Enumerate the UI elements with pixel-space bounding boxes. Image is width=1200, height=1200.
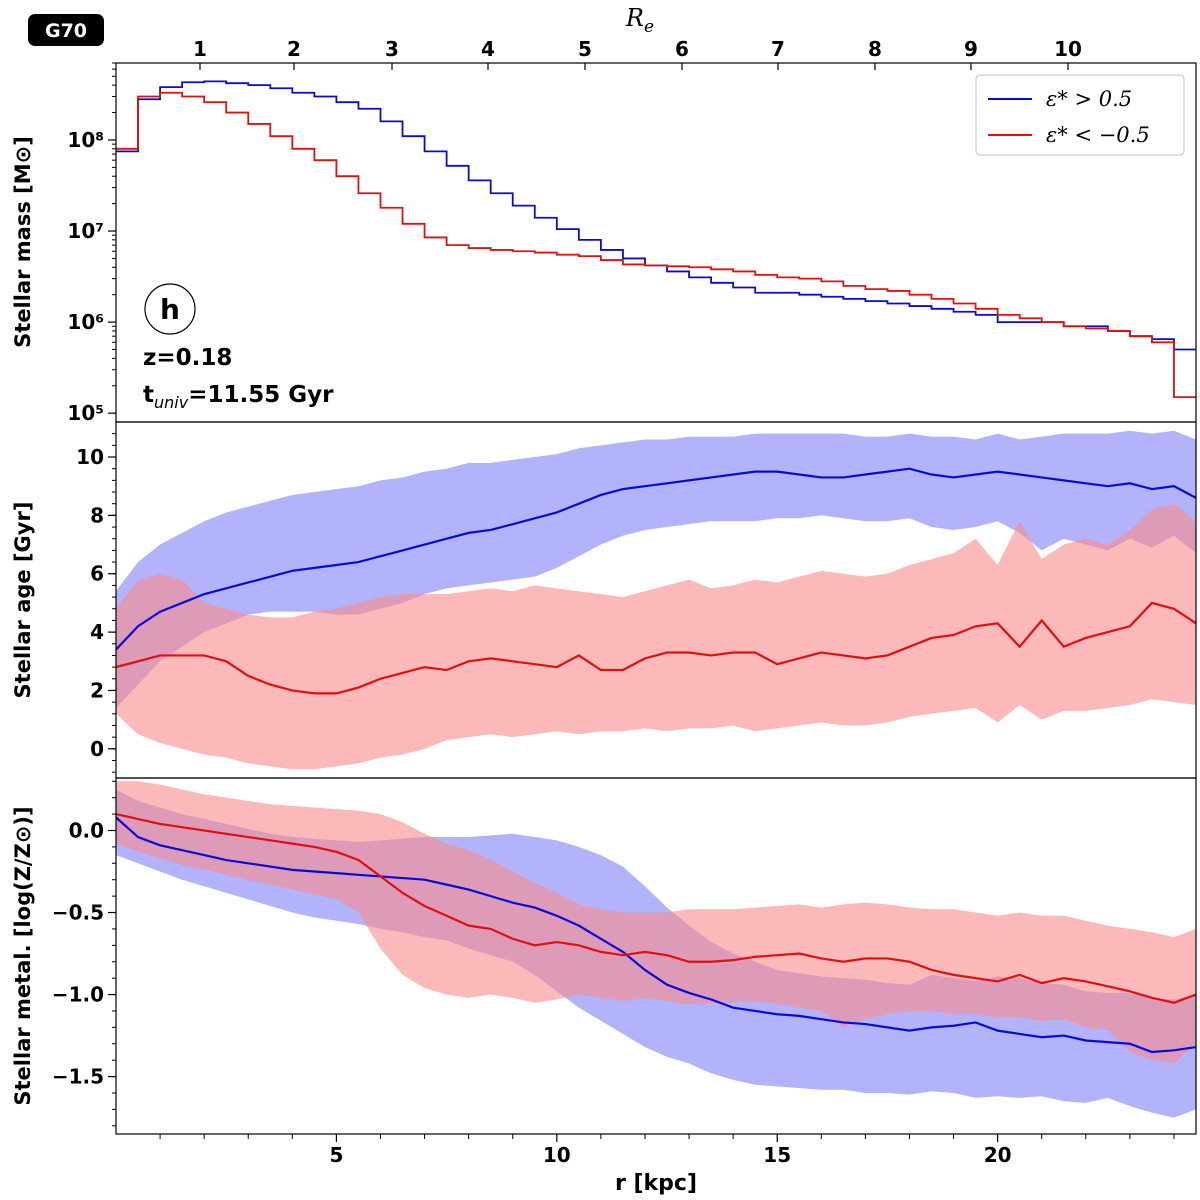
top-tick-label: 4	[481, 37, 495, 61]
x-tick-label: 15	[763, 1143, 791, 1167]
top-axis-label: Re	[625, 4, 654, 37]
metallicity-line-blue	[115, 816, 1197, 1054]
x-tick-label: 20	[984, 1143, 1012, 1167]
mass-ytick-label: 10⁶	[67, 310, 104, 334]
redshift-label: z=0.18	[143, 345, 232, 371]
legend: ε* > 0.5 ε* < −0.5	[975, 74, 1185, 156]
top-tick-label: 10	[1054, 37, 1082, 61]
age-ytick-label: 4	[90, 620, 104, 644]
age-ylabel: Stellar age [Gyr]	[11, 502, 35, 699]
galaxy-badge-label: G70	[45, 20, 87, 42]
top-tick-label: 3	[385, 37, 399, 61]
mass-axis-ticks: 10⁵ 10⁶ 10⁷ 10⁸	[67, 62, 116, 425]
top-tick-label: 8	[868, 37, 882, 61]
age-line-red	[115, 601, 1197, 695]
panel-letter: h	[160, 293, 180, 326]
mass-ytick-label: 10⁷	[67, 219, 104, 243]
age-band-red	[116, 503, 1196, 770]
mass-ylabel: Stellar mass [M⊙]	[11, 136, 35, 348]
age-axis-ticks: 0 2 4 6 8 10	[76, 433, 116, 773]
top-tick-label: 6	[675, 37, 689, 61]
metallicity-line-red	[115, 813, 1197, 1004]
mass-line-red	[116, 91, 1196, 399]
galaxy-badge-bg	[28, 14, 104, 46]
age-band-blue	[116, 430, 1196, 708]
x-tick-label: 5	[329, 1143, 343, 1167]
top-tick-label: 7	[771, 37, 785, 61]
top-tick-label: 5	[578, 37, 592, 61]
top-tick-label: 2	[287, 37, 301, 61]
age-ytick-label: 6	[90, 562, 104, 586]
galaxy-badge: G70	[28, 14, 104, 46]
age-line-blue	[115, 467, 1197, 651]
met-ytick-label: 0.0	[69, 818, 104, 842]
met-ytick-label: −1.0	[52, 983, 104, 1007]
met-ytick-label: −1.5	[52, 1065, 104, 1089]
age-ytick-label: 0	[90, 737, 104, 761]
age-ytick-label: 2	[90, 678, 104, 702]
x-axis-ticks: 5 10 15 20	[159, 1134, 1175, 1167]
top-tick-label: 1	[193, 37, 207, 61]
x-tick-label: 10	[543, 1143, 571, 1167]
top-axis-ticks: 1 2 3 4 5 6 7 8 9 10	[193, 37, 1082, 70]
metallicity-band-red	[116, 781, 1196, 1064]
tuniv-label: tuniv=11.55 Gyr	[143, 382, 334, 412]
panel-stellar-age: 0 2 4 6 8 10 Stellar age [Gyr]	[11, 421, 1197, 779]
panel-letter-circle	[144, 283, 196, 335]
legend-label-blue: ε* > 0.5	[1046, 87, 1132, 111]
top-tick-label: 9	[964, 37, 978, 61]
legend-label-red: ε* < −0.5	[1046, 123, 1150, 147]
mass-ytick-label: 10⁵	[67, 401, 104, 425]
mass-line-blue	[116, 80, 1196, 351]
metallicity-frame	[115, 777, 1197, 1135]
metallicity-ylabel: Stellar metal. [log(Z/Z⊙)]	[11, 806, 35, 1105]
metallicity-axis-ticks: 0.0 −0.5 −1.0 −1.5	[52, 780, 116, 1127]
met-ytick-label: −0.5	[52, 901, 104, 925]
age-ytick-label: 8	[90, 503, 104, 527]
x-axis-label: r [kpc]	[615, 1171, 697, 1196]
panel-stellar-metallicity: 0.0 −0.5 −1.0 −1.5 Stellar metal. [log(Z/Z⊙…	[11, 777, 1197, 1135]
mass-ytick-label: 10⁸	[67, 128, 104, 152]
age-ytick-label: 10	[76, 445, 104, 469]
